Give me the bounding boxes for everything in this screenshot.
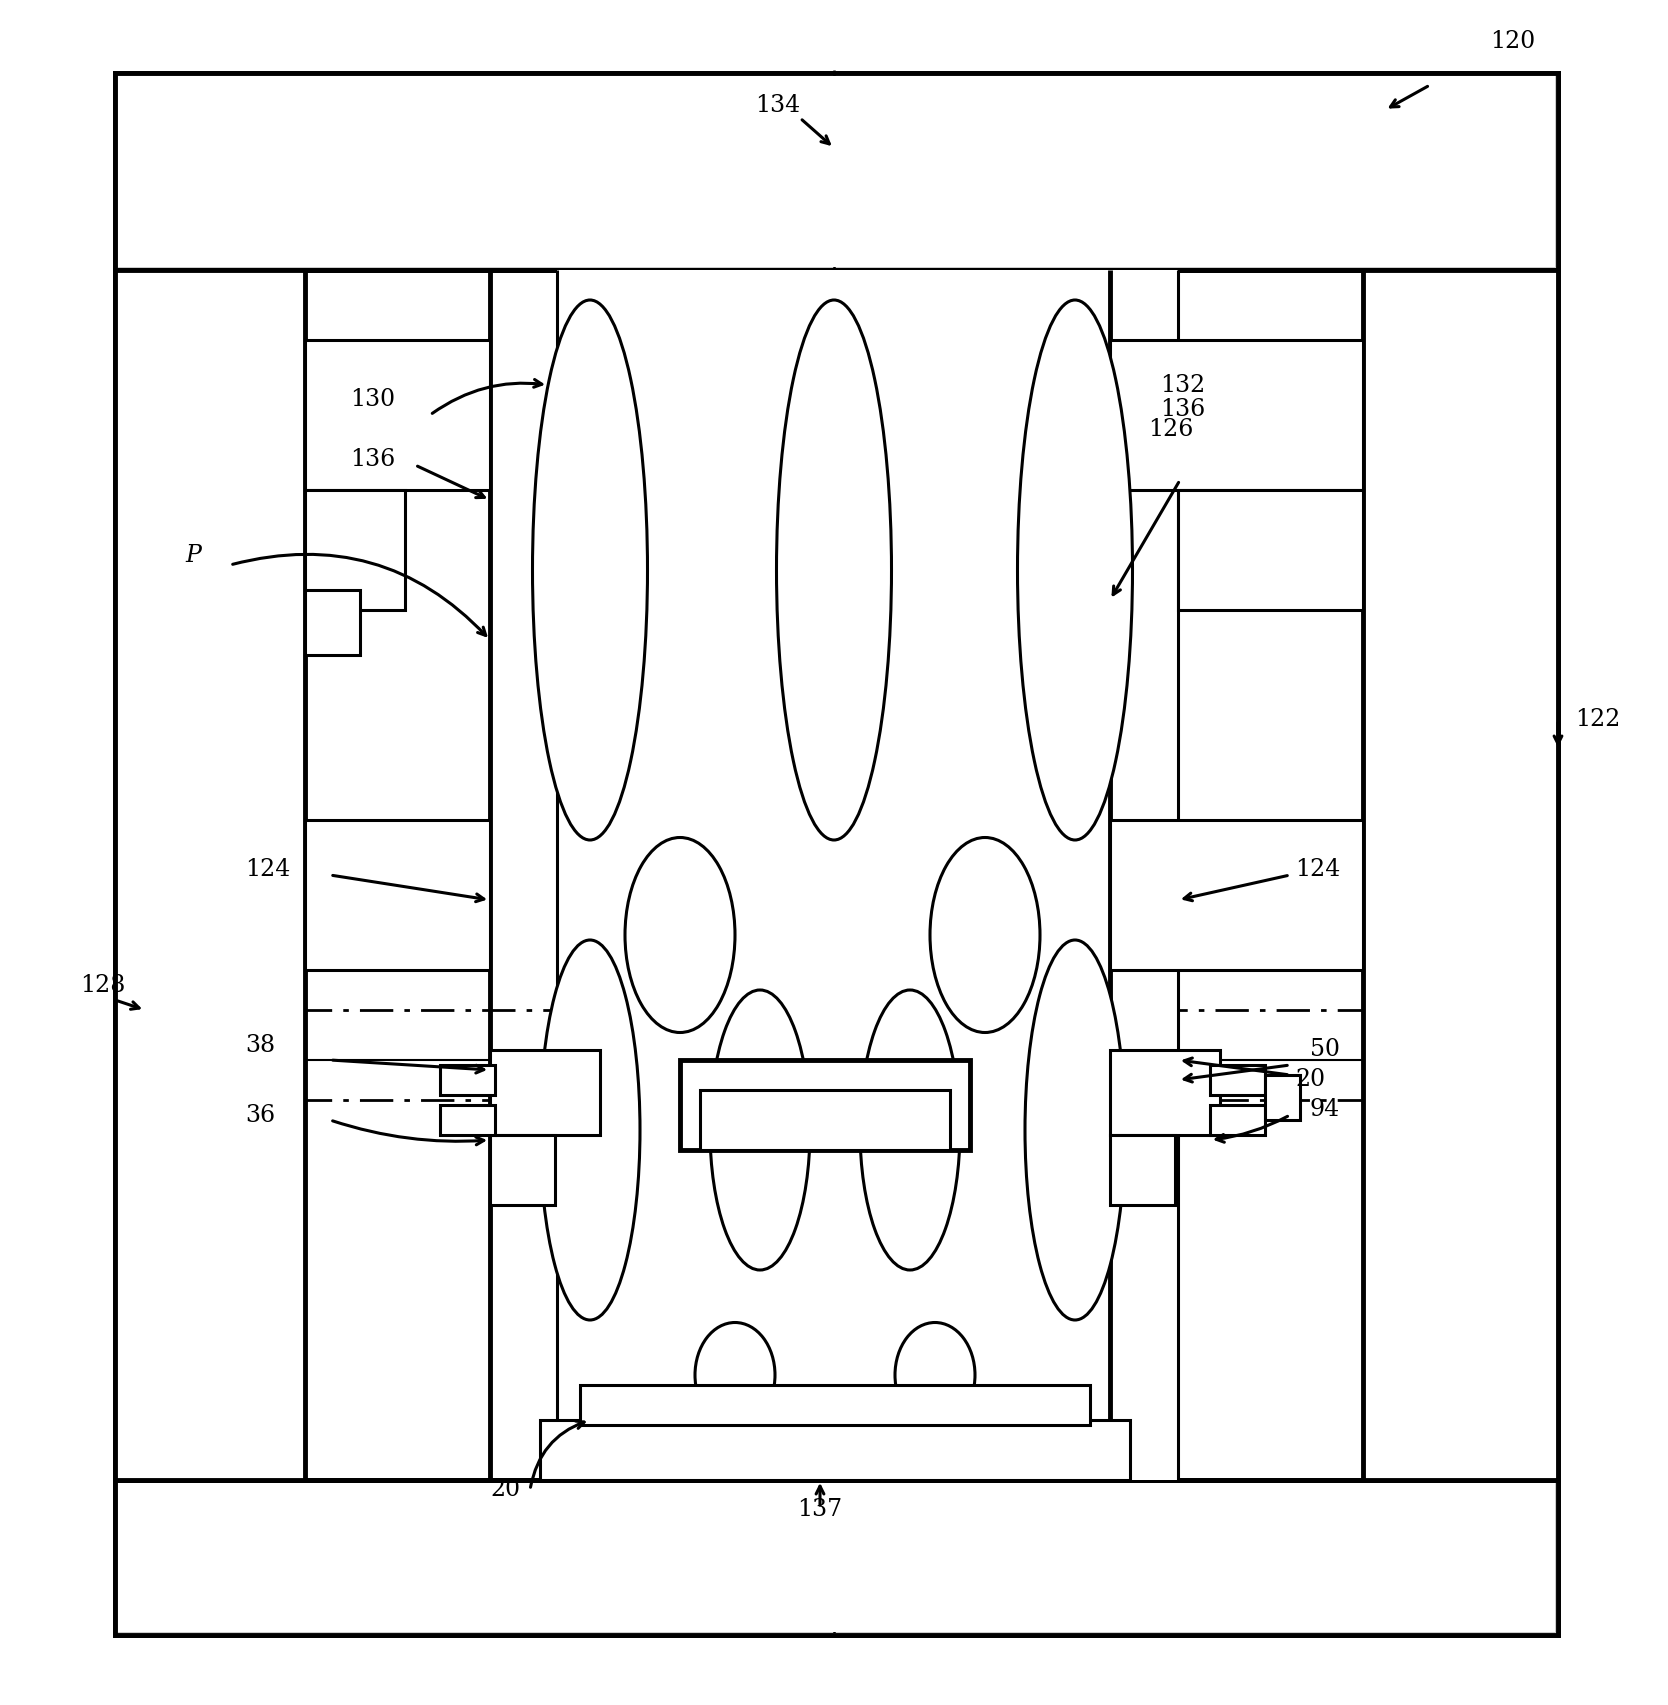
- Text: 134: 134: [756, 94, 801, 116]
- Text: 50: 50: [1309, 1038, 1339, 1062]
- Bar: [115, 73, 1558, 1635]
- Text: 20: 20: [490, 1478, 520, 1502]
- Bar: [701, 1089, 951, 1149]
- Bar: [115, 269, 305, 1480]
- Ellipse shape: [532, 300, 647, 841]
- Bar: [1363, 269, 1558, 1480]
- Ellipse shape: [1017, 300, 1133, 841]
- Bar: [115, 73, 1558, 269]
- Bar: [1109, 1136, 1174, 1205]
- Bar: [118, 1483, 1555, 1632]
- Bar: [557, 269, 1178, 1480]
- Text: 38: 38: [245, 1033, 275, 1057]
- Bar: [118, 77, 1555, 268]
- Bar: [540, 1420, 1129, 1480]
- Bar: [440, 1105, 495, 1136]
- Text: 122: 122: [1575, 709, 1620, 731]
- Bar: [305, 489, 405, 610]
- Text: 36: 36: [245, 1103, 275, 1127]
- Bar: [1264, 1074, 1299, 1120]
- Text: 20: 20: [1294, 1069, 1324, 1091]
- Text: 120: 120: [1490, 31, 1535, 53]
- Bar: [681, 1061, 971, 1149]
- Bar: [1109, 1050, 1219, 1136]
- Ellipse shape: [1026, 939, 1124, 1320]
- Bar: [1178, 489, 1363, 610]
- Bar: [305, 590, 360, 655]
- Text: 132: 132: [1159, 373, 1206, 397]
- Bar: [580, 1384, 1089, 1425]
- Ellipse shape: [696, 1323, 776, 1427]
- Text: 136: 136: [350, 448, 395, 472]
- Bar: [1109, 339, 1363, 489]
- Bar: [1109, 820, 1363, 970]
- Text: 124: 124: [245, 859, 290, 881]
- Bar: [305, 820, 490, 970]
- Ellipse shape: [777, 300, 891, 841]
- Ellipse shape: [931, 837, 1041, 1033]
- Bar: [490, 1136, 555, 1205]
- Bar: [1209, 1066, 1264, 1095]
- Ellipse shape: [626, 837, 736, 1033]
- Text: 94: 94: [1309, 1098, 1341, 1122]
- Text: P: P: [185, 544, 200, 566]
- Ellipse shape: [896, 1323, 976, 1427]
- Bar: [305, 339, 490, 489]
- Bar: [440, 1066, 495, 1095]
- Ellipse shape: [861, 991, 961, 1270]
- Ellipse shape: [540, 939, 641, 1320]
- Bar: [1209, 1105, 1264, 1136]
- Text: 128: 128: [80, 974, 125, 996]
- Text: 126: 126: [1148, 418, 1193, 442]
- Text: 124: 124: [1294, 859, 1341, 881]
- Ellipse shape: [711, 991, 811, 1270]
- Text: 130: 130: [350, 389, 395, 411]
- Text: 137: 137: [797, 1499, 842, 1521]
- Text: 136: 136: [1159, 399, 1206, 421]
- Bar: [490, 1050, 600, 1136]
- Bar: [115, 1480, 1558, 1635]
